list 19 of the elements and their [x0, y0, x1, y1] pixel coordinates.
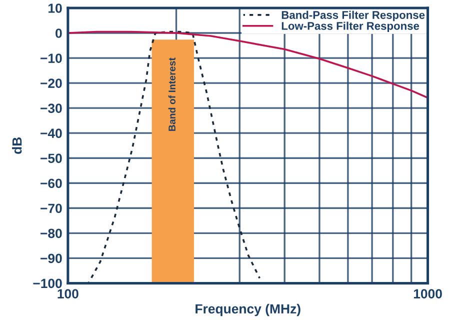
- y-tick-label: −20: [40, 78, 62, 88]
- x-tick-label: 100: [58, 289, 78, 298]
- y-tick-label: −30: [40, 104, 62, 113]
- y-tick-label: −80: [40, 228, 62, 238]
- y-tick-label: −100: [33, 278, 62, 288]
- x-axis-title: Frequency (MHz): [196, 304, 300, 316]
- y-tick-label: −60: [40, 178, 62, 188]
- y-tick-label: −10: [40, 54, 62, 63]
- y-tick-label: −50: [40, 154, 62, 164]
- y-tick-label: −40: [40, 128, 62, 138]
- y-tick-label: −90: [40, 254, 62, 264]
- x-tick-label: 1000: [414, 289, 442, 298]
- y-axis-title: dB: [12, 137, 22, 154]
- y-tick-label: −70: [40, 204, 62, 214]
- y-tick-label: 0: [56, 28, 62, 38]
- band-label: Band of Interest: [168, 58, 176, 131]
- y-tick-label: 10: [48, 4, 62, 13]
- legend-label: Band-Pass Filter Response: [282, 10, 425, 22]
- legend-label: Low-Pass Filter Response: [282, 22, 420, 32]
